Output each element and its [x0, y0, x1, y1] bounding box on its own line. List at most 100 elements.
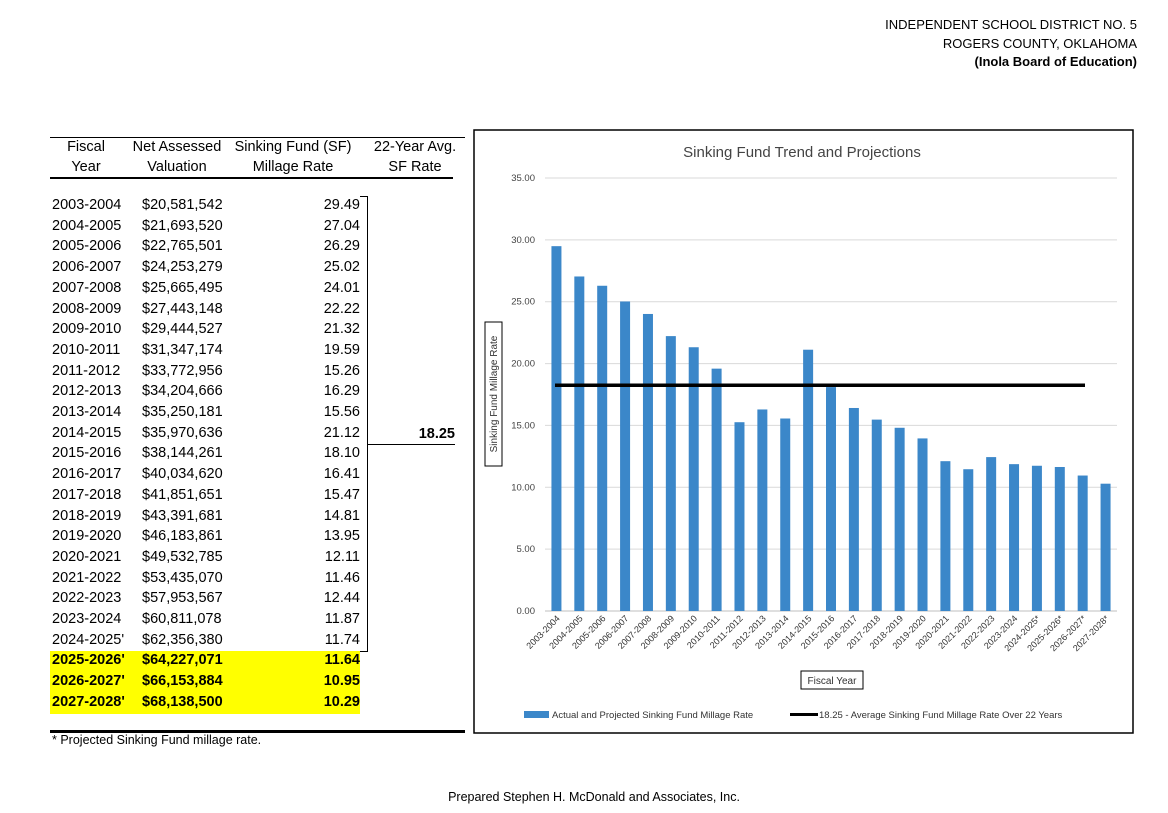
year: 2018-2019 [52, 507, 122, 524]
year: 2026-2027' [52, 673, 125, 690]
header-line: INDEPENDENT SCHOOL DISTRICT NO. 5 [885, 17, 1137, 32]
millage: 19.59 [323, 341, 360, 358]
column-header: Millage Rate [252, 159, 334, 175]
y-axis-label: Sinking Fund Millage Rate [489, 335, 500, 452]
valuation: $46,183,861 [142, 528, 223, 545]
bar [963, 469, 974, 611]
valuation: $60,811,078 [142, 611, 222, 627]
millage: 10.95 [323, 673, 360, 690]
column-header: SF Rate [388, 159, 442, 175]
bar [1054, 466, 1065, 611]
valuation: $40,034,620 [142, 466, 223, 483]
valuation: $33,772,956 [142, 362, 223, 379]
year: 2004-2005 [52, 217, 122, 234]
bracket [367, 196, 368, 651]
column-header: 22-Year Avg. [373, 139, 457, 155]
bracket [368, 444, 455, 445]
legend-label: Actual and Projected Sinking Fund Millag… [552, 710, 753, 721]
bar [780, 418, 791, 611]
bracket [360, 651, 368, 652]
year: 2027-2028' [52, 693, 125, 710]
year: 2007-2008 [52, 279, 122, 296]
header-line: (Inola Board of Education) [974, 54, 1138, 69]
year: 2023-2024 [52, 611, 122, 627]
x-axis-label: Fiscal Year [808, 676, 858, 687]
axis-label-box [800, 670, 864, 690]
millage: 14.81 [323, 507, 360, 524]
millage: 15.56 [323, 404, 360, 420]
bar [1009, 464, 1020, 611]
millage: 15.47 [323, 486, 360, 503]
bar [940, 461, 951, 611]
millage: 22.22 [323, 300, 360, 317]
y-tick-label: 20.00 [511, 359, 535, 370]
valuation: $64,227,071 [142, 652, 223, 669]
valuation: $66,153,884 [142, 673, 223, 690]
bracket [360, 196, 368, 197]
bar [894, 427, 905, 611]
millage: 11.74 [324, 631, 360, 648]
bar [642, 313, 653, 611]
year: 2019-2020 [52, 528, 122, 545]
bar [665, 336, 676, 611]
column-header: Valuation [147, 159, 207, 175]
chart-title: Sinking Fund Trend and Projections [683, 144, 921, 161]
valuation: $68,138,500 [142, 693, 223, 710]
y-tick-label: 15.00 [511, 420, 535, 431]
y-tick-label: 25.00 [511, 297, 535, 308]
valuation: $35,250,181 [142, 404, 223, 420]
valuation: $34,204,666 [142, 383, 223, 400]
footer: Prepared Stephen H. McDonald and Associa… [448, 790, 740, 804]
millage: 29.49 [323, 197, 360, 213]
valuation: $25,665,495 [142, 279, 223, 296]
column-header: Net Assessed [132, 139, 222, 155]
bar [551, 246, 562, 611]
valuation: $29,444,527 [142, 321, 223, 338]
bar [711, 368, 722, 611]
header-line: ROGERS COUNTY, OKLAHOMA [942, 36, 1137, 51]
bar [688, 347, 699, 611]
axis-label-box [484, 321, 503, 467]
y-tick-label: 30.00 [511, 235, 535, 246]
rule [50, 730, 465, 733]
year: 2008-2009 [52, 300, 122, 317]
millage: 18.10 [323, 445, 360, 462]
average-value: 18.25 [418, 426, 455, 442]
millage: 21.32 [323, 321, 360, 338]
year: 2016-2017 [52, 466, 122, 483]
chart-border [473, 129, 1134, 734]
highlight [50, 651, 360, 714]
millage: 24.01 [323, 279, 360, 296]
bar [574, 276, 585, 611]
bar [1077, 475, 1088, 611]
bar [1100, 483, 1111, 611]
millage: 21.12 [323, 424, 360, 441]
millage: 26.29 [323, 238, 360, 255]
y-tick-label: 35.00 [511, 173, 535, 184]
valuation: $43,391,681 [142, 507, 223, 524]
bar [917, 438, 928, 611]
year: 2006-2007 [52, 259, 122, 276]
bar [871, 419, 882, 611]
millage: 10.29 [323, 693, 360, 710]
bar [826, 387, 836, 611]
year: 2009-2010 [52, 321, 122, 338]
valuation: $21,693,520 [142, 217, 223, 234]
rule [50, 177, 453, 179]
valuation: $22,765,501 [142, 238, 223, 255]
valuation: $20,581,542 [142, 197, 223, 213]
bar [803, 349, 814, 611]
bar [734, 422, 745, 611]
bar [757, 409, 768, 611]
year: 2005-2006 [52, 238, 122, 255]
millage: 13.95 [323, 528, 360, 545]
millage: 27.04 [323, 217, 360, 234]
year: 2013-2014 [52, 404, 122, 420]
valuation: $62,356,380 [142, 631, 223, 648]
column-header: Year [71, 159, 101, 175]
year: 2020-2021 [52, 548, 122, 565]
millage: 12.11 [324, 548, 360, 565]
legend-swatch [524, 711, 549, 718]
